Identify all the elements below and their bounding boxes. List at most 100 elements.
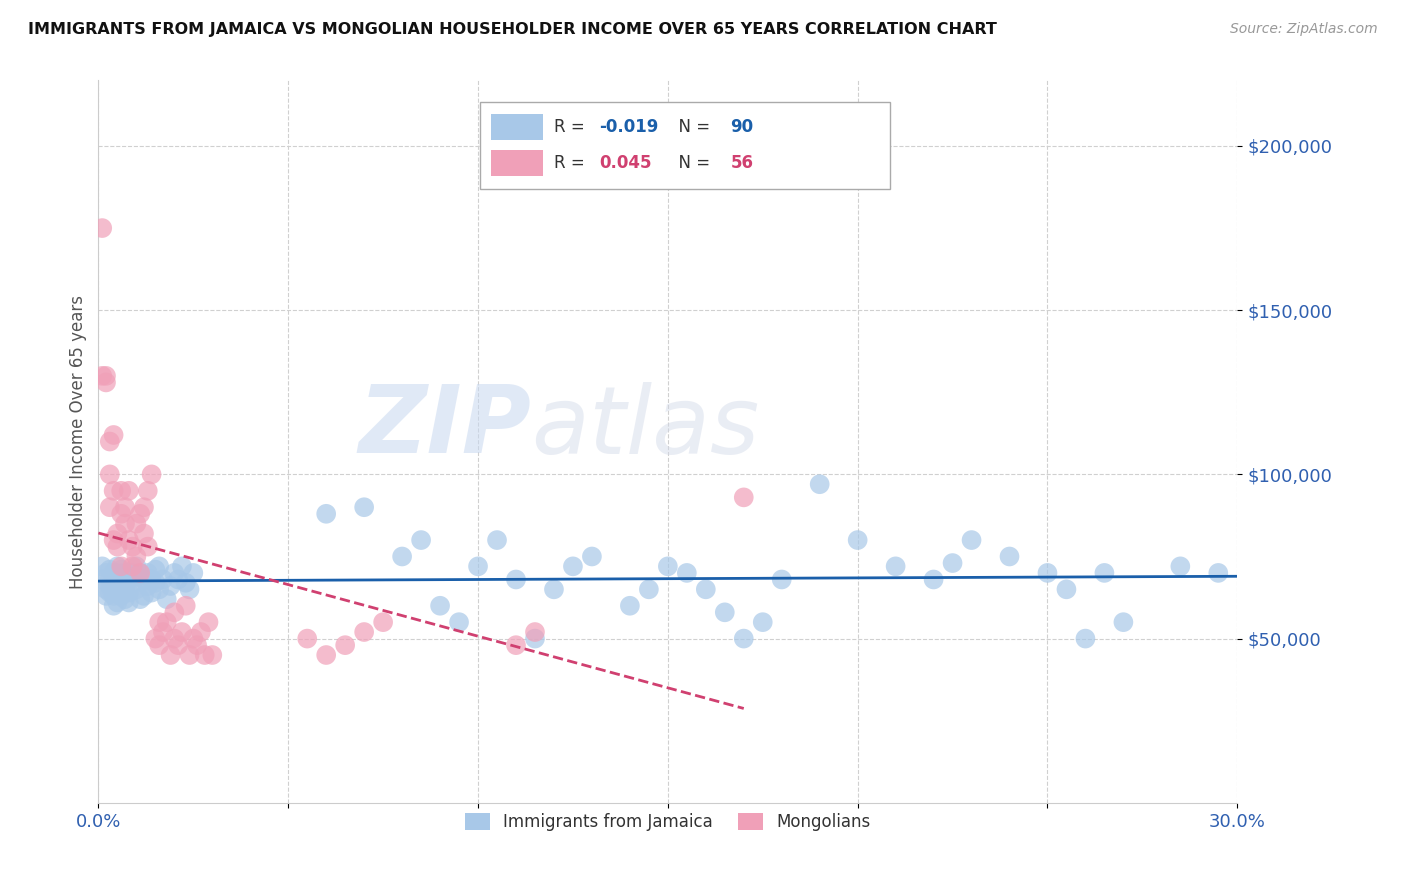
Point: [486, 533, 509, 547]
Point: [353, 625, 375, 640]
Point: [103, 599, 125, 613]
Point: [107, 595, 129, 609]
Point: [619, 599, 641, 613]
Point: [103, 428, 125, 442]
Point: [733, 491, 755, 505]
Text: IMMIGRANTS FROM JAMAICA VS MONGOLIAN HOUSEHOLDER INCOME OVER 65 YEARS CORRELATIO: IMMIGRANTS FROM JAMAICA VS MONGOLIAN HOU…: [28, 22, 997, 37]
Point: [103, 575, 125, 590]
Point: [524, 632, 547, 646]
Point: [94, 589, 117, 603]
Point: [170, 559, 193, 574]
Point: [167, 573, 190, 587]
Point: [110, 579, 132, 593]
Point: [1170, 559, 1192, 574]
Point: [148, 582, 170, 597]
Point: [163, 605, 186, 619]
Point: [998, 549, 1021, 564]
Text: R =: R =: [554, 119, 591, 136]
Point: [315, 507, 337, 521]
Point: [107, 573, 129, 587]
Point: [118, 483, 141, 498]
FancyBboxPatch shape: [491, 151, 543, 177]
Point: [110, 563, 132, 577]
Point: [114, 500, 136, 515]
Point: [145, 632, 167, 646]
Point: [121, 566, 143, 580]
Point: [110, 573, 132, 587]
Point: [141, 585, 163, 599]
Point: [91, 573, 114, 587]
Point: [449, 615, 471, 630]
FancyBboxPatch shape: [479, 102, 890, 189]
Point: [1036, 566, 1059, 580]
Point: [98, 434, 121, 449]
Point: [391, 549, 413, 564]
Point: [505, 638, 527, 652]
Point: [167, 638, 190, 652]
Point: [114, 566, 136, 580]
Point: [159, 579, 181, 593]
Point: [132, 500, 155, 515]
Point: [152, 625, 174, 640]
Point: [148, 615, 170, 630]
Point: [148, 559, 170, 574]
Point: [179, 582, 201, 597]
Point: [145, 575, 167, 590]
Text: N =: N =: [668, 119, 716, 136]
Point: [91, 221, 114, 235]
Point: [98, 573, 121, 587]
Point: [411, 533, 433, 547]
Point: [657, 559, 679, 574]
Point: [110, 559, 132, 574]
FancyBboxPatch shape: [491, 114, 543, 140]
Point: [335, 638, 357, 652]
Point: [118, 585, 141, 599]
Point: [942, 556, 965, 570]
Point: [114, 516, 136, 531]
Point: [353, 500, 375, 515]
Point: [170, 625, 193, 640]
Point: [922, 573, 945, 587]
Point: [121, 540, 143, 554]
Point: [94, 582, 117, 597]
Y-axis label: Householder Income Over 65 years: Householder Income Over 65 years: [69, 294, 87, 589]
Point: [186, 638, 208, 652]
Point: [174, 599, 197, 613]
Point: [91, 368, 114, 383]
Point: [103, 533, 125, 547]
Point: [125, 549, 148, 564]
Point: [132, 589, 155, 603]
Point: [770, 573, 793, 587]
Point: [156, 615, 179, 630]
Point: [103, 566, 125, 580]
Point: [136, 540, 159, 554]
Point: [94, 566, 117, 580]
Point: [174, 575, 197, 590]
Text: atlas: atlas: [531, 382, 759, 473]
Point: [1074, 632, 1097, 646]
Point: [733, 632, 755, 646]
Text: R =: R =: [554, 154, 591, 172]
Point: [524, 625, 547, 640]
Text: 90: 90: [731, 119, 754, 136]
Point: [94, 368, 117, 383]
Point: [132, 573, 155, 587]
Point: [194, 648, 217, 662]
Point: [163, 632, 186, 646]
Point: [103, 589, 125, 603]
Point: [136, 483, 159, 498]
Point: [141, 573, 163, 587]
Point: [505, 573, 527, 587]
Point: [179, 648, 201, 662]
Point: [114, 582, 136, 597]
Point: [197, 615, 219, 630]
Text: Source: ZipAtlas.com: Source: ZipAtlas.com: [1230, 22, 1378, 37]
Point: [638, 582, 661, 597]
Point: [110, 483, 132, 498]
Point: [429, 599, 451, 613]
Point: [695, 582, 717, 597]
Point: [152, 573, 174, 587]
Point: [960, 533, 983, 547]
Point: [136, 566, 159, 580]
Point: [714, 605, 737, 619]
